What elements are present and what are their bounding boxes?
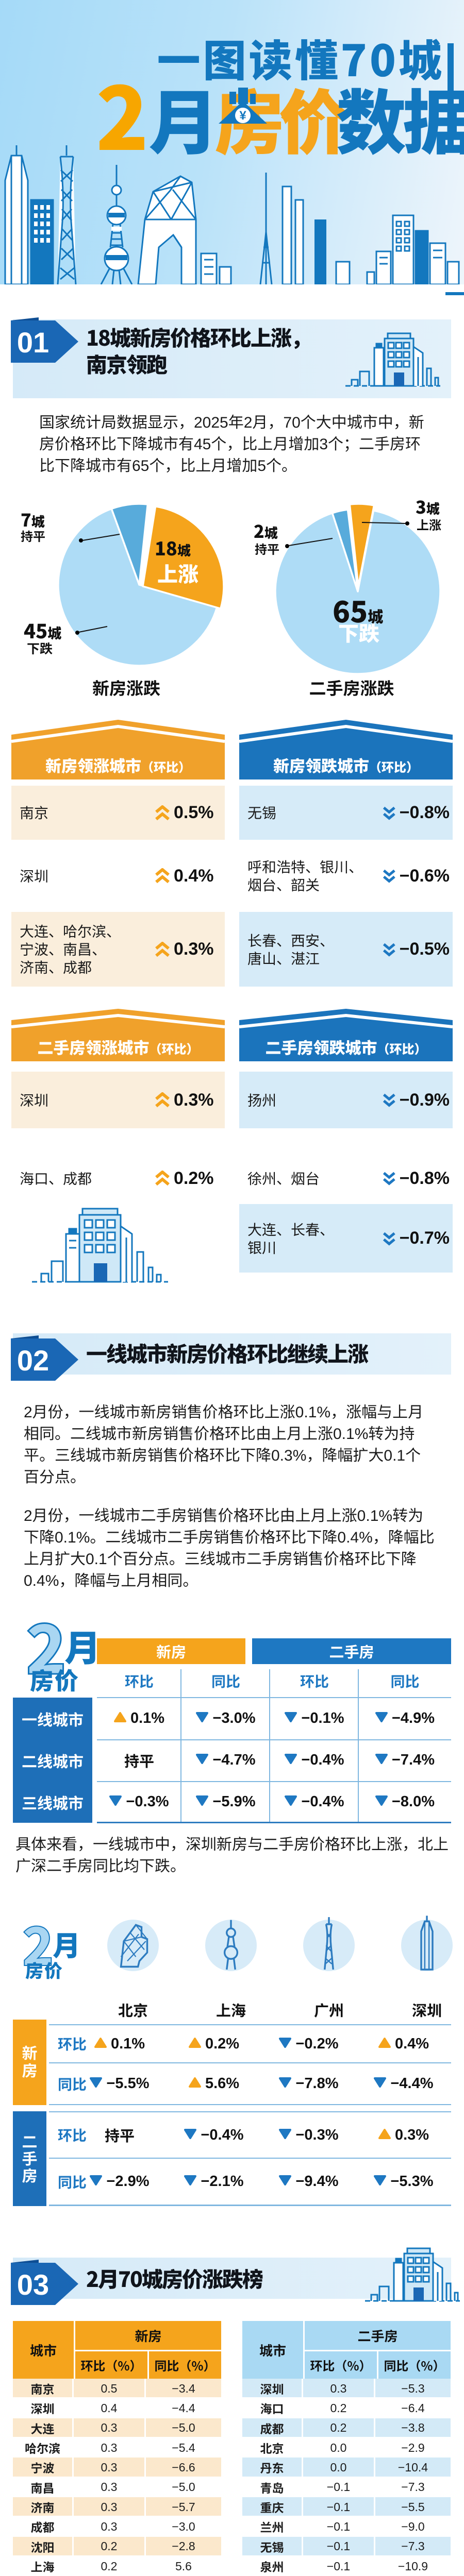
svg-text:¥: ¥ xyxy=(239,109,246,123)
svg-text:03: 03 xyxy=(17,2268,49,2301)
svg-text:02: 02 xyxy=(17,1344,49,1377)
svg-text:01: 01 xyxy=(17,326,49,359)
